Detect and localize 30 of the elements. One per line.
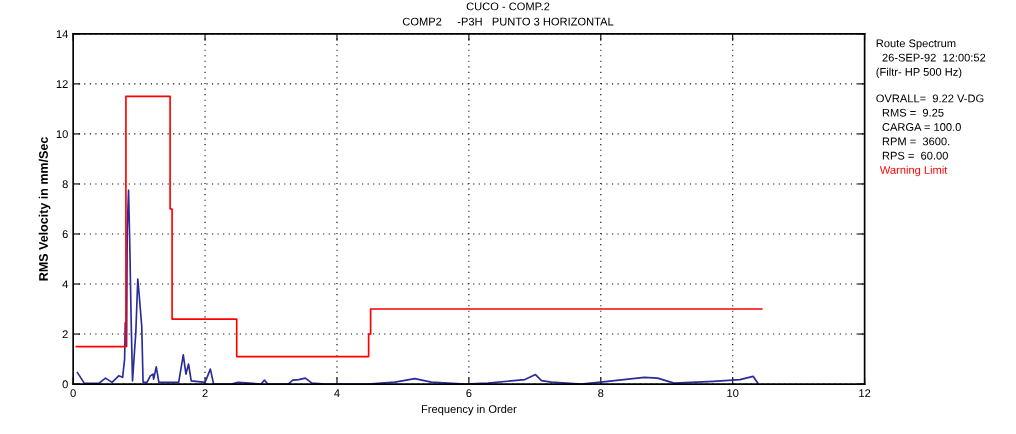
x-tick-label: 12 — [859, 389, 871, 397]
y-tick-label: 8 — [62, 180, 68, 189]
text: 26-SEP-92 12:00:52 — [882, 53, 986, 62]
chart-title: CUCO - COMP.2 — [466, 2, 550, 11]
x-tick-label: 10 — [727, 389, 739, 398]
x-tick-label: 8 — [598, 389, 604, 398]
x-axis-title: Frequency in Order — [421, 404, 517, 416]
chart-subtitle: COMP2 -P3H PUNTO 3 HORIZONTAL — [402, 17, 614, 26]
y-tick-label: 10 — [56, 130, 68, 139]
text: OVRALL= 9.22 V-DG — [876, 94, 984, 103]
x-tick-label: 6 — [466, 389, 472, 398]
line-series — [76, 189, 759, 385]
text: Route Spectrum — [876, 39, 956, 50]
x-tick-label: 4 — [334, 389, 340, 397]
text: RPS = 60.00 — [882, 151, 948, 160]
line-series — [75, 95, 763, 358]
x-tick-label: 2 — [202, 389, 208, 397]
text: RMS = 9.25 — [882, 108, 944, 117]
y-axis-title: RMS Velocity in mm/Sec — [38, 137, 51, 281]
text: Warning Limit — [879, 165, 948, 177]
text: CARGA = 100.0 — [882, 123, 961, 131]
text: RPM = 3600. — [882, 137, 950, 146]
y-tick-label: 2 — [62, 330, 68, 339]
y-tick-label: 0 — [62, 380, 68, 389]
x-tick-label: 0 — [70, 389, 76, 398]
y-tick-label: 6 — [62, 230, 68, 239]
y-tick-label: 4 — [62, 280, 68, 289]
y-tick-label: 12 — [56, 80, 68, 88]
text: (Filtr- HP 500 Hz) — [876, 67, 962, 79]
y-tick-label: 14 — [56, 30, 68, 38]
